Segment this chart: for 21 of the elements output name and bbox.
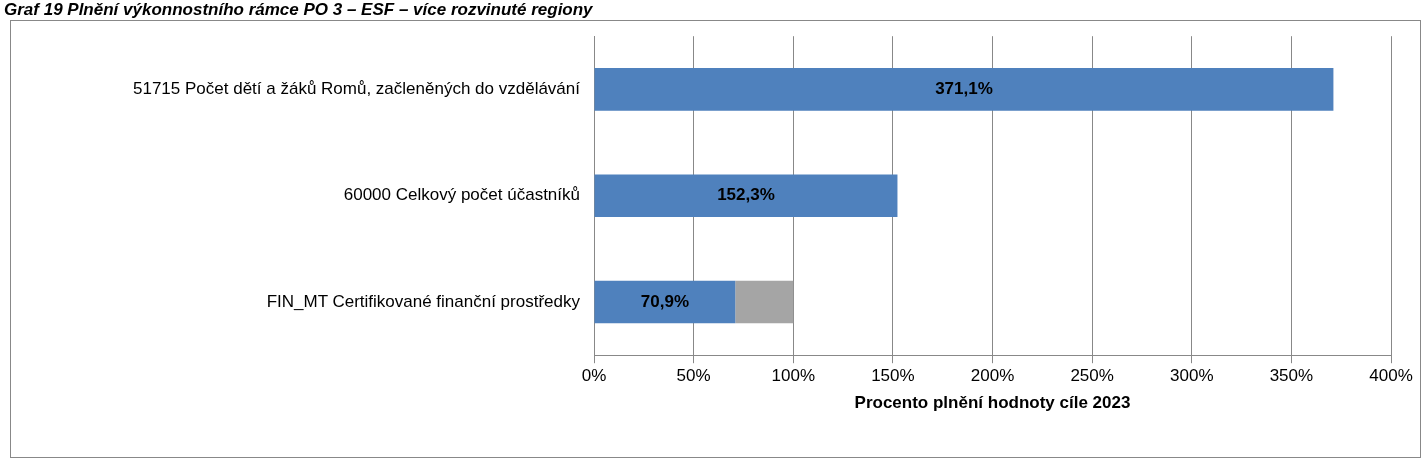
y-tick-label: FIN_MT Certifikované finanční prostředky xyxy=(266,291,581,311)
data-label: 152,3% xyxy=(717,185,775,205)
x-tick-label: 0% xyxy=(581,366,607,386)
x-tick-label: 400% xyxy=(1369,366,1413,386)
bar xyxy=(735,280,794,324)
x-axis-title: Procento plnění hodnoty cíle 2023 xyxy=(854,393,1131,413)
data-label: 371,1% xyxy=(935,79,993,99)
text: Graf 19 Plnění výkonnostního rámce PO 3 – ESF – více rozvinuté regiony xyxy=(4,0,593,20)
x-tick-label: 150% xyxy=(871,366,915,386)
x-tick-label: 250% xyxy=(1070,366,1114,386)
x-tick-label: 100% xyxy=(771,366,815,386)
x-tick-label: 350% xyxy=(1269,366,1314,386)
y-tick-label: 60000 Celkový počet účastníků xyxy=(343,185,580,205)
bar xyxy=(594,68,1334,111)
bar xyxy=(594,280,736,324)
x-tick-label: 200% xyxy=(970,366,1015,386)
y-tick-label: 51715 Počet dětí a žáků Romů, začleněných do vzdělávání xyxy=(132,79,581,99)
x-tick-label: 50% xyxy=(676,366,711,386)
data-label: 70,9% xyxy=(640,291,689,311)
bar xyxy=(594,174,898,217)
x-tick-label: 300% xyxy=(1170,366,1214,386)
